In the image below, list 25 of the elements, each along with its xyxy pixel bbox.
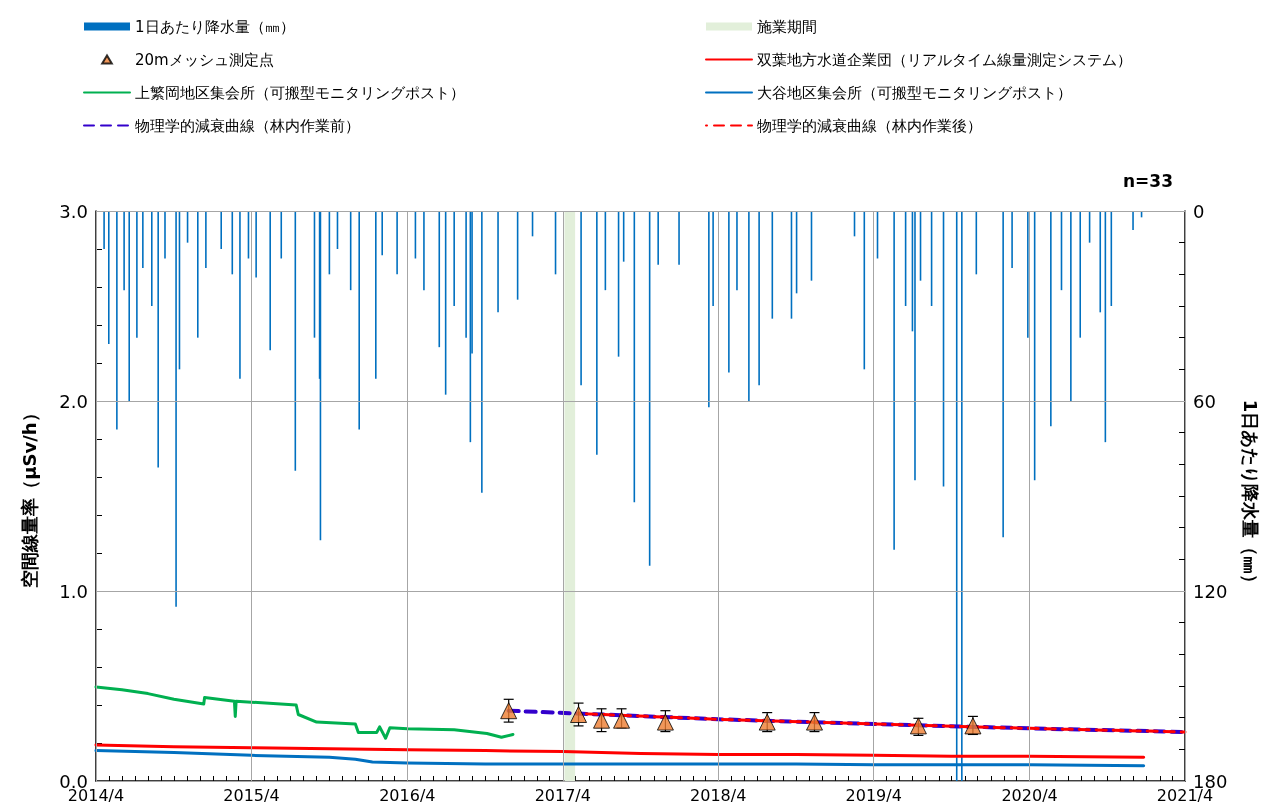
y2-tick-label: 0 [1193, 200, 1205, 222]
x-tick-label: 2020/4 [1001, 785, 1058, 805]
x-tick-label: 2018/4 [690, 785, 747, 805]
legend-label: 1日あたり降水量（㎜） [135, 17, 295, 36]
x-tick-label: 2015/4 [223, 785, 280, 805]
legend-label: 大谷地区集会所（可搬型モニタリングポスト） [757, 83, 1072, 102]
x-tick-label: 2019/4 [845, 785, 902, 805]
y2-tick-label: 120 [1193, 580, 1228, 602]
y-tick-label: 2.0 [59, 390, 88, 412]
legend-label: 物理学的減衰曲線（林内作業前） [135, 116, 360, 135]
line-series [94, 743, 1146, 759]
legend-label: 上繁岡地区集会所（可搬型モニタリングポスト） [135, 83, 465, 102]
line-series [94, 685, 515, 740]
legend-label: 双葉地方水道企業団（リアルタイム線量測定システム） [757, 50, 1132, 69]
legend-label: 20mメッシュ測定点 [135, 50, 274, 69]
text: n=33 [1123, 170, 1174, 191]
x-tick-label: 2017/4 [534, 785, 591, 805]
y2-tick-label: 60 [1193, 390, 1216, 412]
x-tick-label: 2016/4 [379, 785, 436, 805]
y-tick-label: 3.0 [59, 200, 88, 222]
y-axis-title: 空間線量率（μSv/h） [18, 404, 40, 588]
legend-label: 施業期間 [757, 17, 817, 36]
y-tick-label: 1.0 [59, 580, 88, 602]
y2-axis-title: 1日あたり降水量（㎜） [1239, 399, 1261, 593]
legend-label: 物理学的減衰曲線（林内作業後） [757, 116, 982, 135]
